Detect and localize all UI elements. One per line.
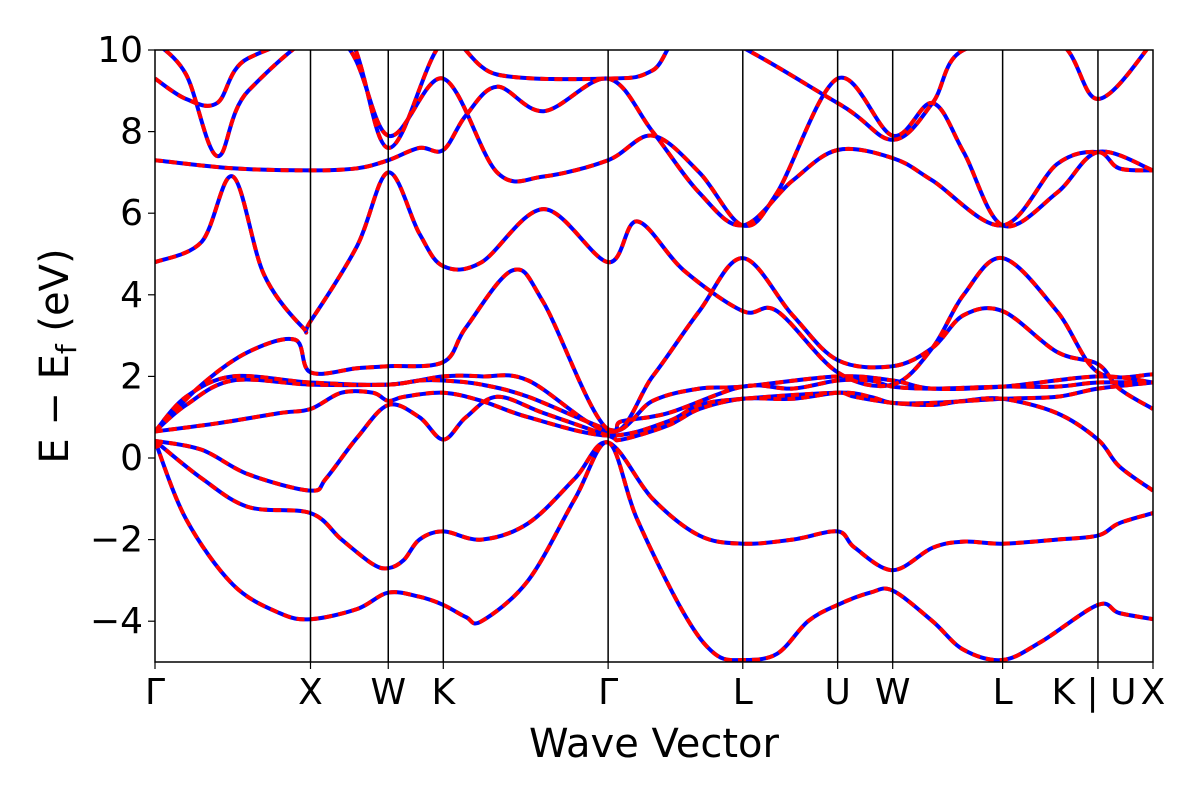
x-tick-label: L	[993, 672, 1013, 713]
x-tick-label: U	[824, 672, 850, 713]
x-tick-label: W	[370, 672, 406, 713]
band-line-red-9	[155, 50, 1153, 229]
y-axis-label-sub: f	[50, 343, 83, 354]
x-tick-label: L	[733, 672, 753, 713]
y-tick-label: 4	[120, 275, 143, 316]
band-line-red-1	[155, 439, 1153, 573]
y-axis-label: E − Ef (eV)	[32, 248, 83, 463]
band-line-red-5	[155, 373, 1153, 434]
band-line-red-0	[155, 440, 1153, 662]
x-tick-label: Γ	[598, 672, 618, 713]
band-line-red-6	[155, 256, 1153, 434]
y-axis-ticks: −4 −2 0 2 4 6 8 10	[90, 30, 155, 642]
x-tick-label: W	[875, 672, 911, 713]
x-tick-label: X	[1141, 672, 1166, 713]
y-tick-label: 2	[120, 356, 143, 397]
x-axis-label: Wave Vector	[529, 721, 780, 767]
x-tick-label: Γ	[145, 672, 165, 713]
x-tick-label: X	[298, 672, 323, 713]
y-tick-label: 10	[97, 30, 143, 71]
band-line-red-10	[161, 50, 1149, 159]
plot-frame	[154, 49, 1154, 663]
x-tick-label: K	[431, 672, 456, 713]
band-line-red-7	[155, 170, 1153, 389]
x-tick-label: K | U	[1051, 672, 1136, 713]
y-tick-label: 0	[120, 438, 143, 479]
y-tick-label: −4	[90, 601, 143, 642]
band-line-red-8	[155, 76, 1153, 228]
y-tick-label: 8	[120, 112, 143, 153]
y-tick-label: 6	[120, 193, 143, 234]
y-tick-label: −2	[90, 520, 143, 561]
y-axis-label-unit: (eV)	[32, 248, 78, 344]
k-point-lines	[309, 50, 1099, 662]
y-axis-label-main: E − E	[32, 354, 78, 464]
